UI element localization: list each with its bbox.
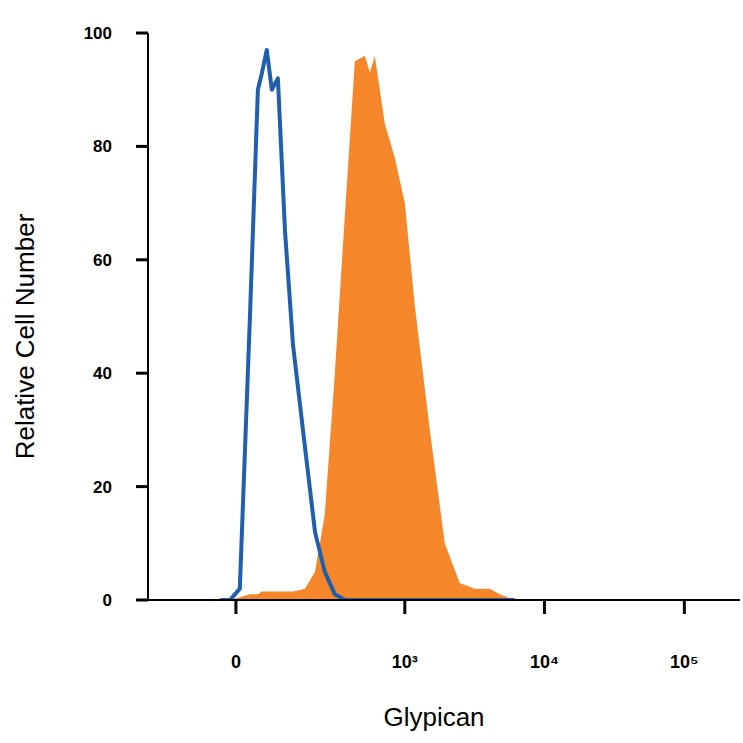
- y-tick-label: 0: [103, 591, 112, 610]
- histogram-area: [220, 56, 515, 600]
- y-tick: [136, 485, 148, 488]
- y-axis: [147, 33, 149, 600]
- x-tick-label: 10⁵: [670, 652, 698, 672]
- y-tick: [136, 599, 148, 602]
- y-tick: [136, 32, 148, 35]
- y-tick-label: 60: [93, 251, 112, 270]
- chart: 0 20 40 60 80 100 0 10³ 10⁴ 10⁵ Glypican Relative C…: [0, 0, 743, 743]
- y-tick: [136, 145, 148, 148]
- y-tick: [136, 258, 148, 261]
- x-tick: [403, 600, 406, 614]
- y-axis-label: Relative Cell Number: [10, 213, 40, 459]
- y-tick-label: 20: [93, 478, 112, 497]
- x-tick-label: 10⁴: [530, 652, 559, 672]
- y-tick-label: 40: [93, 364, 112, 383]
- x-tick: [543, 600, 546, 614]
- y-tick-label: 80: [93, 137, 112, 156]
- y-tick-label: 100: [84, 24, 112, 43]
- marks: [220, 50, 515, 600]
- x-tick: [683, 600, 686, 614]
- x-tick-label: 10³: [392, 652, 418, 672]
- x-tick: [234, 600, 237, 614]
- histogram-line: [220, 50, 515, 600]
- y-tick: [136, 372, 148, 375]
- x-axis-label: Glypican: [383, 702, 484, 732]
- x-tick-label: 0: [231, 652, 241, 672]
